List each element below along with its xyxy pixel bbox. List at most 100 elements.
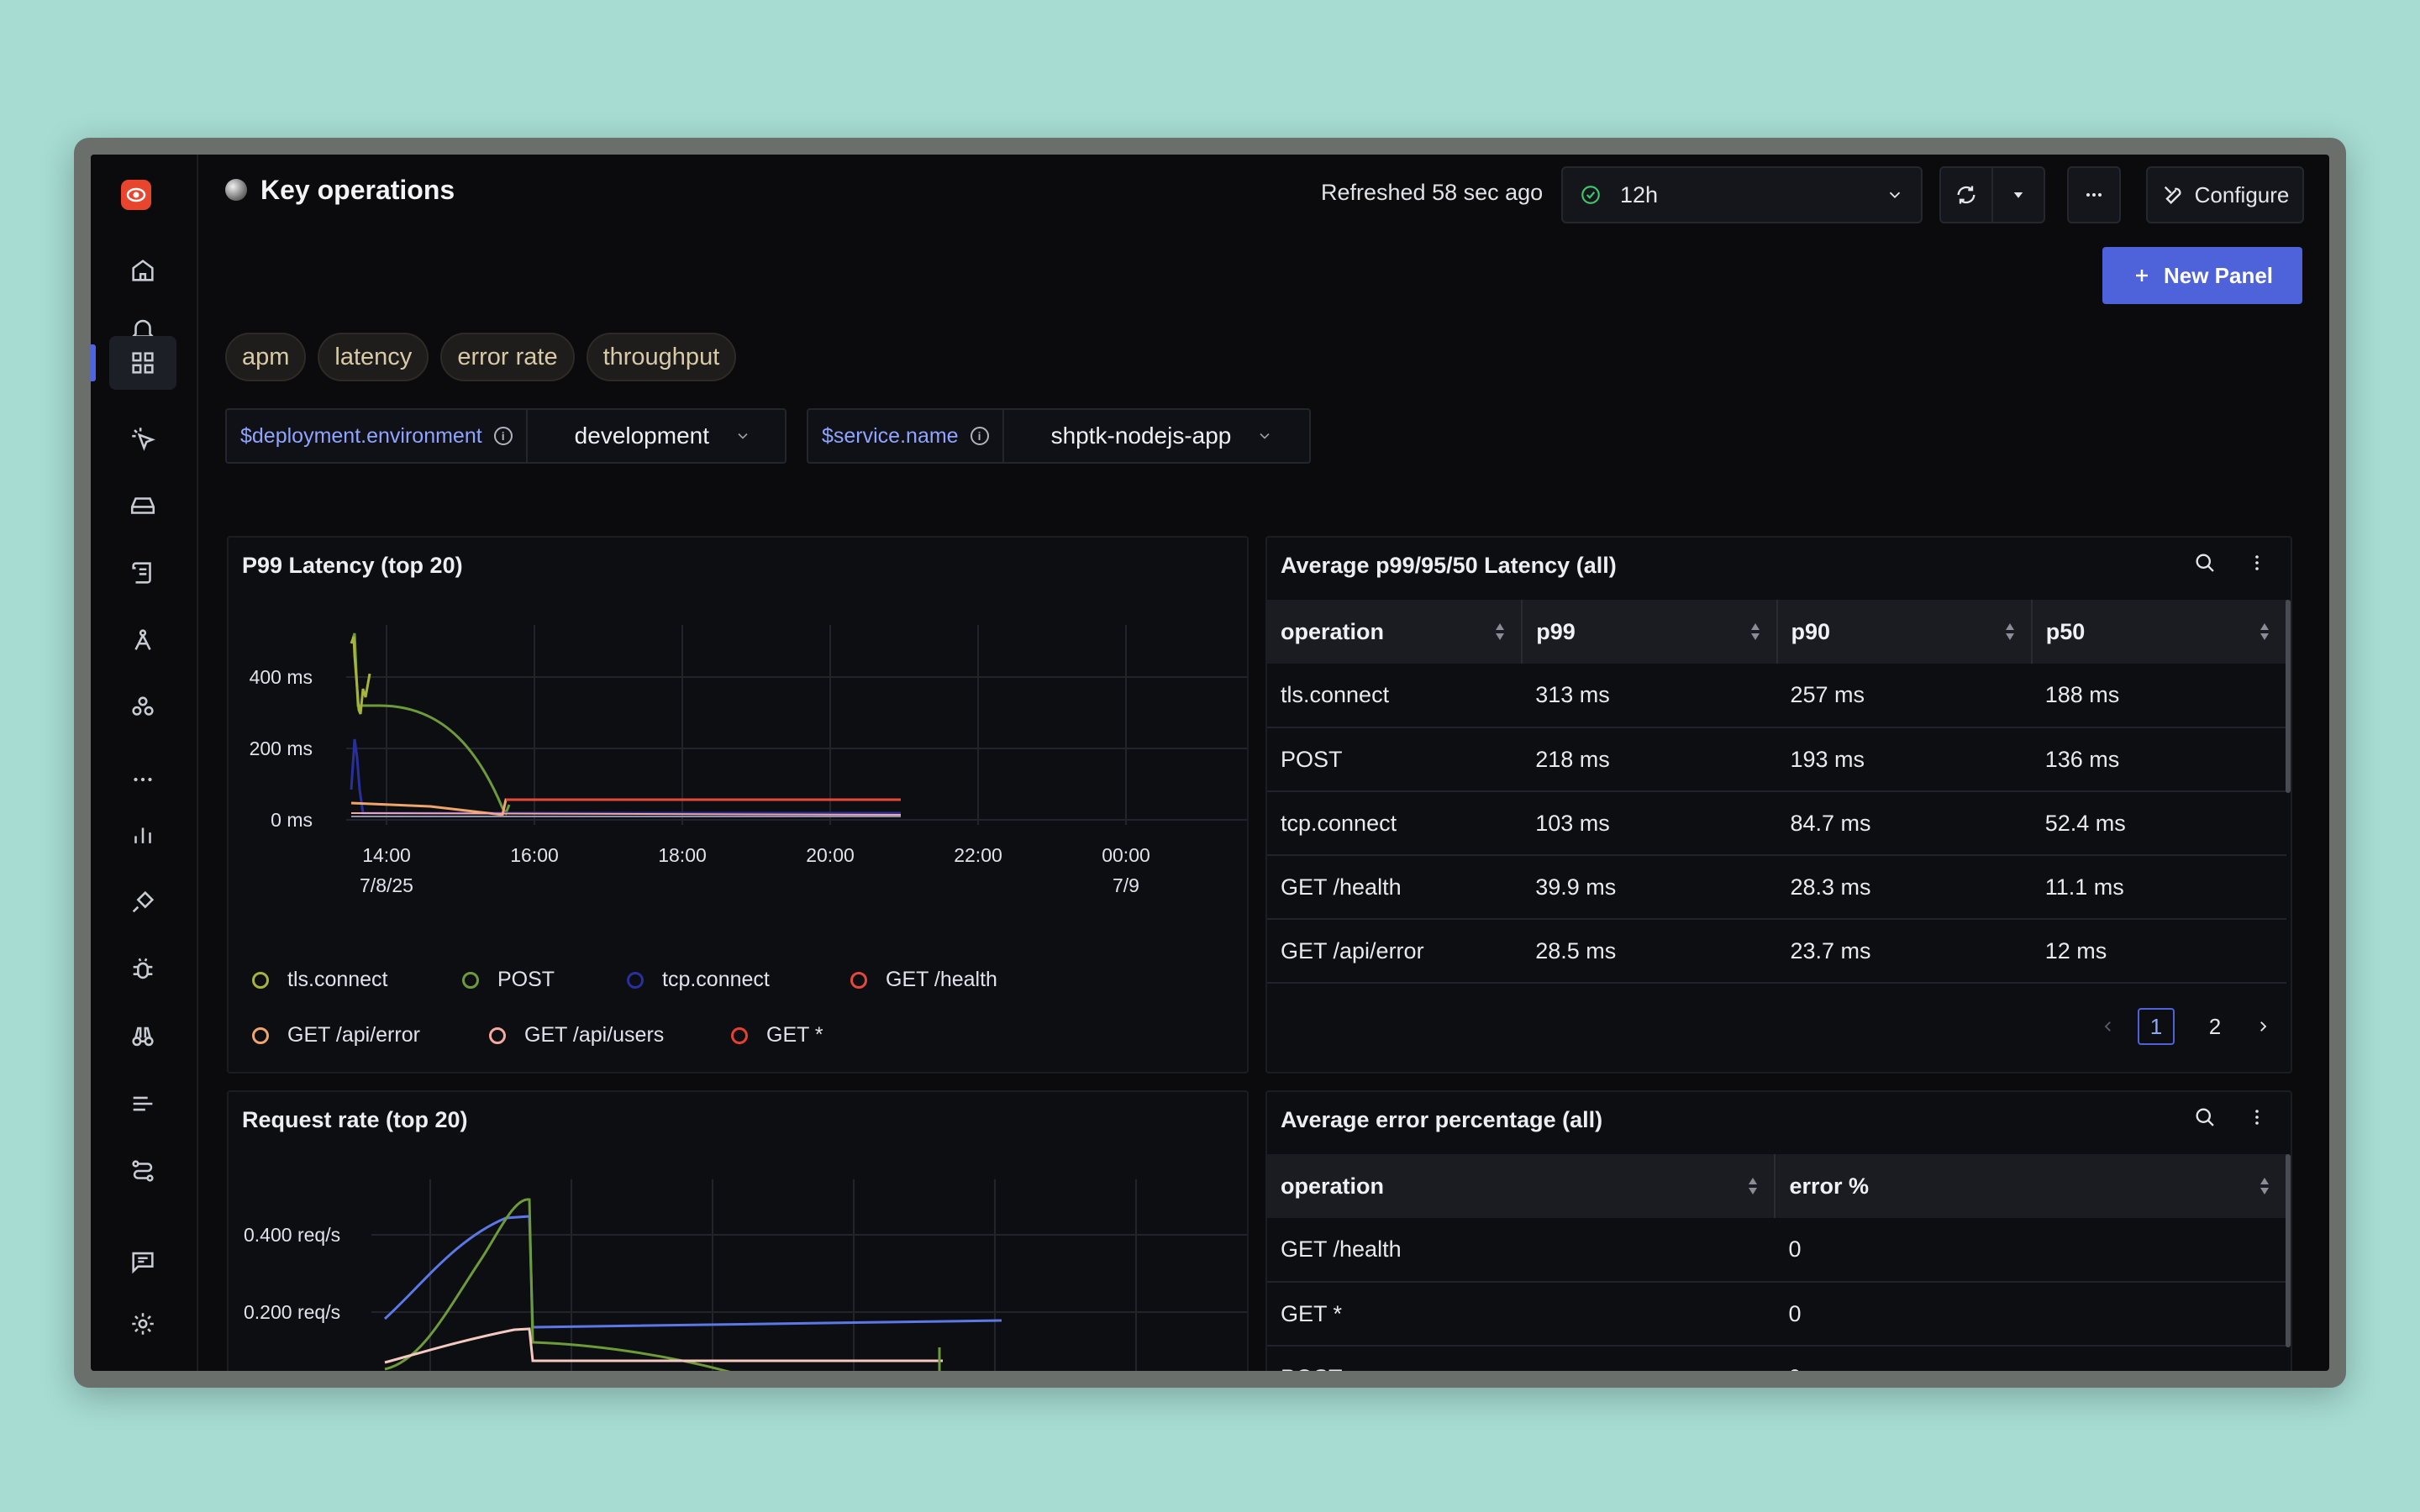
info-icon[interactable]: i (493, 427, 513, 445)
settings-gear-icon[interactable] (109, 1297, 176, 1351)
table-header-row: operation p99 p90 p50 (1267, 600, 2288, 664)
series-post (351, 633, 511, 816)
table-row[interactable]: POST 218 ms 193 ms 136 ms (1267, 727, 2286, 792)
cell-error-percent: 0 (1775, 1218, 2286, 1283)
variable-value-select[interactable]: shptk-nodejs-app (1004, 410, 1299, 462)
table-scrollbar[interactable] (2286, 1154, 2291, 1347)
search-icon[interactable] (2193, 551, 2217, 575)
legend-item-get-api-error[interactable]: GET /api/error (252, 1023, 420, 1047)
page-2-button[interactable]: 2 (2208, 1013, 2222, 1039)
time-range-select[interactable]: 12h (1561, 166, 1923, 223)
column-header-operation[interactable]: operation (1267, 600, 1523, 664)
cell-p90: 84.7 ms (1776, 791, 2032, 856)
cell-p50: 52.4 ms (2031, 791, 2286, 856)
sort-icon (2260, 623, 2269, 640)
info-icon[interactable]: i (970, 427, 989, 445)
column-header-p99[interactable]: p99 (1522, 600, 1778, 664)
cell-operation: GET /health (1267, 855, 1523, 920)
storage-drive-icon[interactable] (109, 479, 176, 533)
plus-icon (2135, 270, 2148, 281)
chevron-right-icon[interactable] (2255, 1019, 2270, 1034)
x-tick-date-label: 7/8/25 (360, 874, 413, 896)
variable-value-select[interactable]: development (528, 410, 776, 462)
x-tick-label: 14:00 (362, 844, 411, 866)
legend-item-tcp-connect[interactable]: tcp.connect (627, 968, 770, 992)
integrations-plug-icon[interactable] (109, 875, 176, 929)
configure-button[interactable]: Configure (2146, 166, 2304, 223)
new-panel-button[interactable]: New Panel (2102, 247, 2302, 304)
table-row[interactable]: POST 0 (1267, 1346, 2286, 1371)
series-post (384, 1198, 731, 1371)
x-tick-label: 20:00 (806, 844, 855, 866)
metrics-bar-chart-icon[interactable] (109, 808, 176, 862)
chat-feedback-icon[interactable] (109, 1235, 176, 1289)
traces-icon[interactable] (109, 613, 176, 667)
cursor-click-icon[interactable] (109, 412, 176, 465)
search-icon[interactable] (2193, 1105, 2217, 1129)
services-cluster-icon[interactable] (109, 680, 176, 734)
legend-item-get-star[interactable]: GET * (731, 1023, 823, 1047)
chart-series-lines (350, 633, 902, 817)
chevron-down-icon (738, 433, 748, 439)
cell-p99: 28.5 ms (1522, 919, 1777, 984)
table-row[interactable]: tcp.connect 103 ms 84.7 ms 52.4 ms (1267, 791, 2286, 856)
series-tls-connect (350, 636, 371, 715)
cell-operation: GET /api/error (1267, 919, 1523, 984)
tag-throughput[interactable]: throughput (586, 333, 737, 381)
refresh-options-button[interactable] (1993, 168, 2044, 222)
chart-series-lines (383, 1198, 1002, 1371)
request-rate-chart: 0.400 req/s 0.200 req/s (244, 1179, 1247, 1371)
table-row[interactable]: GET /health 0 (1267, 1218, 2286, 1283)
workflow-icon[interactable] (109, 1144, 176, 1198)
x-tick-label: 16:00 (510, 844, 559, 866)
series-tcp-connect (350, 738, 901, 815)
table-scrollbar[interactable] (2286, 600, 2291, 793)
refresh-button[interactable] (1941, 168, 1993, 222)
legend-item-get-health[interactable]: GET /health (850, 968, 997, 992)
kebab-menu-icon[interactable] (2247, 1107, 2267, 1127)
app-logo-icon[interactable] (121, 180, 151, 210)
page-1-button[interactable]: 1 (2138, 1008, 2175, 1045)
cell-operation: tcp.connect (1267, 791, 1523, 856)
column-header-p90[interactable]: p90 (1776, 600, 2033, 664)
page-title: Key operations (225, 170, 455, 210)
column-header-error-percent[interactable]: error % (1775, 1154, 2287, 1218)
y-axis-ticks: 0.400 req/s 0.200 req/s (244, 1224, 340, 1323)
tag-error-rate[interactable]: error rate (440, 333, 575, 381)
legend-item-get-api-users[interactable]: GET /api/users (489, 1023, 664, 1047)
kebab-menu-icon[interactable] (2247, 553, 2267, 573)
pipelines-lines-icon[interactable] (109, 1077, 176, 1131)
column-header-operation[interactable]: operation (1267, 1154, 1776, 1218)
cell-p90: 257 ms (1776, 664, 2032, 728)
chevron-down-icon (1260, 433, 1270, 439)
chevron-left-icon[interactable] (2101, 1019, 2116, 1034)
error-table-panel: Average error percentage (all) operation… (1265, 1090, 2292, 1371)
tag-latency[interactable]: latency (318, 333, 429, 381)
legend-item-post[interactable]: POST (462, 968, 555, 992)
ellipsis-icon (2086, 193, 2102, 197)
tag-apm[interactable]: apm (225, 333, 307, 381)
refreshed-status: Refreshed 58 sec ago (1321, 180, 1544, 205)
x-tick-label: 00:00 (1102, 844, 1150, 866)
table-row[interactable]: GET /api/error 28.5 ms 23.7 ms 12 ms (1267, 919, 2286, 984)
check-circle-icon (1581, 186, 1600, 204)
table-row[interactable]: GET * 0 (1267, 1282, 2286, 1347)
column-header-p50[interactable]: p50 (2031, 600, 2288, 664)
cell-error-percent: 0 (1775, 1346, 2286, 1371)
logs-scroll-icon[interactable] (109, 546, 176, 600)
series-get-api-users (384, 1327, 943, 1364)
table-row[interactable]: tls.connect 313 ms 257 ms 188 ms (1267, 664, 2286, 728)
more-actions-button[interactable] (2067, 166, 2121, 223)
panel-title: Average p99/95/50 Latency (all) (1281, 553, 1617, 578)
home-icon[interactable] (109, 244, 176, 297)
panel-title: Request rate (top 20) (242, 1107, 468, 1132)
exceptions-bug-icon[interactable] (109, 942, 176, 996)
legend-item-tls-connect[interactable]: tls.connect (252, 968, 388, 992)
chart-grid (346, 625, 1247, 825)
table-row[interactable]: GET /health 39.9 ms 28.3 ms 11.1 ms (1267, 855, 2286, 920)
explorer-binoculars-icon[interactable] (109, 1010, 176, 1063)
more-ellipsis-icon[interactable] (109, 753, 176, 806)
dashboards-grid-icon[interactable] (109, 336, 176, 390)
panel-title: P99 Latency (top 20) (242, 553, 463, 578)
sort-icon (2260, 1178, 2269, 1194)
